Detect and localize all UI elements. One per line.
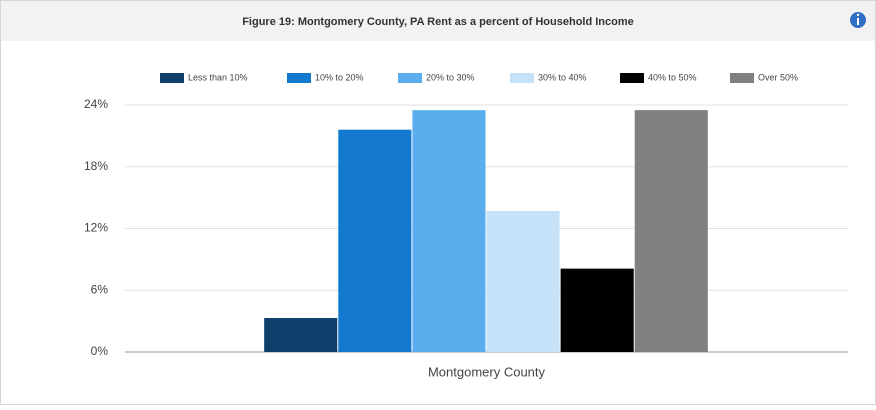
legend-swatch [730, 73, 754, 83]
legend-label: 10% to 20% [315, 72, 364, 82]
info-icon-mark [857, 18, 859, 25]
legend-swatch [287, 73, 311, 83]
y-tick-label: 18% [84, 159, 108, 173]
header-band [1, 1, 875, 41]
legend-swatch [620, 73, 644, 83]
bar [264, 318, 338, 352]
legend-label: Over 50% [758, 72, 798, 82]
bar [486, 211, 560, 352]
bar [560, 268, 634, 352]
y-tick-label: 12% [84, 221, 108, 235]
x-tick-label: Montgomery County [428, 364, 546, 379]
legend-swatch [398, 73, 422, 83]
bar [634, 110, 708, 352]
chart-title: Figure 19: Montgomery County, PA Rent as… [242, 16, 634, 28]
legend-label: 20% to 30% [426, 72, 475, 82]
legend-swatch [160, 73, 184, 83]
info-icon-dot [856, 13, 860, 17]
legend-label: 30% to 40% [538, 72, 587, 82]
y-tick-label: 24% [84, 97, 108, 111]
bar [412, 110, 486, 352]
y-tick-label: 0% [91, 344, 109, 358]
legend-label: Less than 10% [188, 72, 248, 82]
legend-swatch [510, 73, 534, 83]
legend-label: 40% to 50% [648, 72, 697, 82]
bar [338, 129, 412, 352]
y-tick-label: 6% [91, 282, 109, 296]
